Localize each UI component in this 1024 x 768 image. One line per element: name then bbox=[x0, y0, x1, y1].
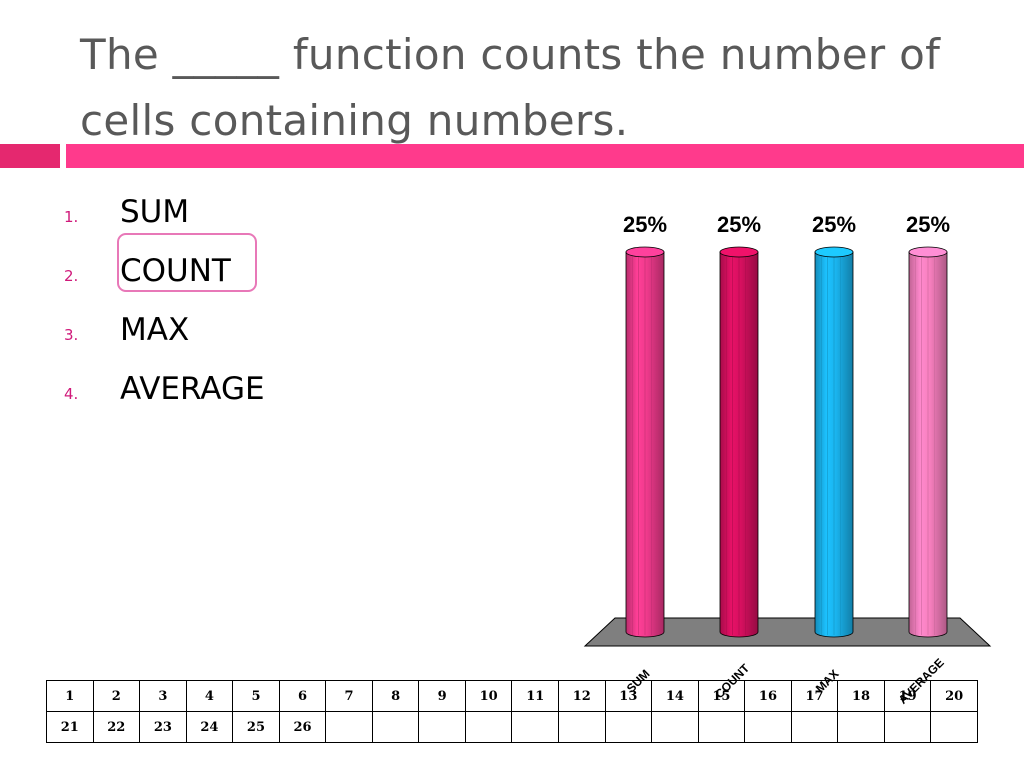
grid-cell bbox=[930, 711, 978, 743]
grid-cell: 23 bbox=[139, 711, 187, 743]
title-rule bbox=[66, 144, 1024, 168]
grid-cell: 12 bbox=[558, 680, 606, 712]
chart-floor bbox=[583, 617, 992, 647]
grid-cell: 24 bbox=[185, 711, 234, 743]
option-label: SUM bbox=[120, 194, 190, 230]
grid-cell bbox=[558, 711, 606, 743]
option-number: 2. bbox=[64, 267, 79, 285]
grid-cell bbox=[418, 711, 466, 743]
option-number: 4. bbox=[64, 385, 79, 403]
option-label: COUNT bbox=[120, 253, 231, 289]
grid-cell: 3 bbox=[139, 680, 187, 712]
data-label: 25% bbox=[623, 212, 667, 237]
grid-cell: 16 bbox=[744, 680, 792, 712]
grid-cell: 15 bbox=[697, 680, 746, 712]
data-label: 25% bbox=[717, 212, 761, 237]
grid-cell: 7 bbox=[325, 680, 373, 712]
grid-cell: 9 bbox=[418, 680, 466, 712]
bar-max bbox=[814, 246, 854, 638]
grid-cell: 22 bbox=[92, 711, 141, 743]
grid-cell: 20 bbox=[930, 680, 978, 712]
option-label: MAX bbox=[120, 312, 190, 348]
response-grid: 1 2 3 4 5 6 7 8 9 10 11 12 13 14 15 16 17 18 19 20 21 22 23 24 2… bbox=[46, 680, 978, 743]
grid-cell bbox=[325, 711, 373, 743]
grid-cell: 26 bbox=[278, 711, 327, 743]
grid-cell bbox=[883, 711, 932, 743]
grid-row: 1 2 3 4 5 6 7 8 9 10 11 12 13 14 15 16 17 18 19 20 bbox=[46, 680, 978, 712]
grid-cell: 11 bbox=[511, 680, 560, 712]
grid-cell bbox=[604, 711, 653, 743]
grid-cell: 5 bbox=[232, 680, 280, 712]
data-label: 25% bbox=[906, 212, 950, 237]
title-rule-accent bbox=[0, 144, 60, 168]
option-number: 1. bbox=[64, 208, 79, 226]
question-title: The _____ function counts the number of … bbox=[80, 30, 941, 145]
grid-cell bbox=[464, 711, 513, 743]
grid-cell bbox=[511, 711, 560, 743]
grid-cell: 1 bbox=[46, 680, 94, 712]
grid-cell: 6 bbox=[278, 680, 327, 712]
grid-cell: 18 bbox=[837, 680, 885, 712]
grid-cell bbox=[371, 711, 420, 743]
bar-average bbox=[908, 246, 948, 638]
grid-cell bbox=[651, 711, 699, 743]
grid-cell: 14 bbox=[651, 680, 699, 712]
grid-cell bbox=[697, 711, 746, 743]
grid-cell bbox=[744, 711, 792, 743]
grid-cell: 21 bbox=[46, 711, 94, 743]
grid-cell: 19 bbox=[883, 680, 932, 712]
grid-cell bbox=[837, 711, 885, 743]
bar-sum bbox=[625, 246, 665, 638]
grid-cell: 2 bbox=[92, 680, 141, 712]
grid-cell: 13 bbox=[604, 680, 653, 712]
option-number: 3. bbox=[64, 326, 79, 344]
grid-cell bbox=[790, 711, 839, 743]
grid-cell: 25 bbox=[232, 711, 280, 743]
grid-cell: 10 bbox=[464, 680, 513, 712]
option-label: AVERAGE bbox=[120, 371, 265, 407]
bar-count bbox=[719, 246, 759, 638]
grid-cell: 17 bbox=[790, 680, 839, 712]
grid-cell: 4 bbox=[185, 680, 234, 712]
grid-row: 21 22 23 24 25 26 bbox=[46, 711, 978, 743]
correct-answer-highlight bbox=[117, 233, 257, 292]
data-label: 25% bbox=[812, 212, 856, 237]
grid-cell: 8 bbox=[371, 680, 420, 712]
